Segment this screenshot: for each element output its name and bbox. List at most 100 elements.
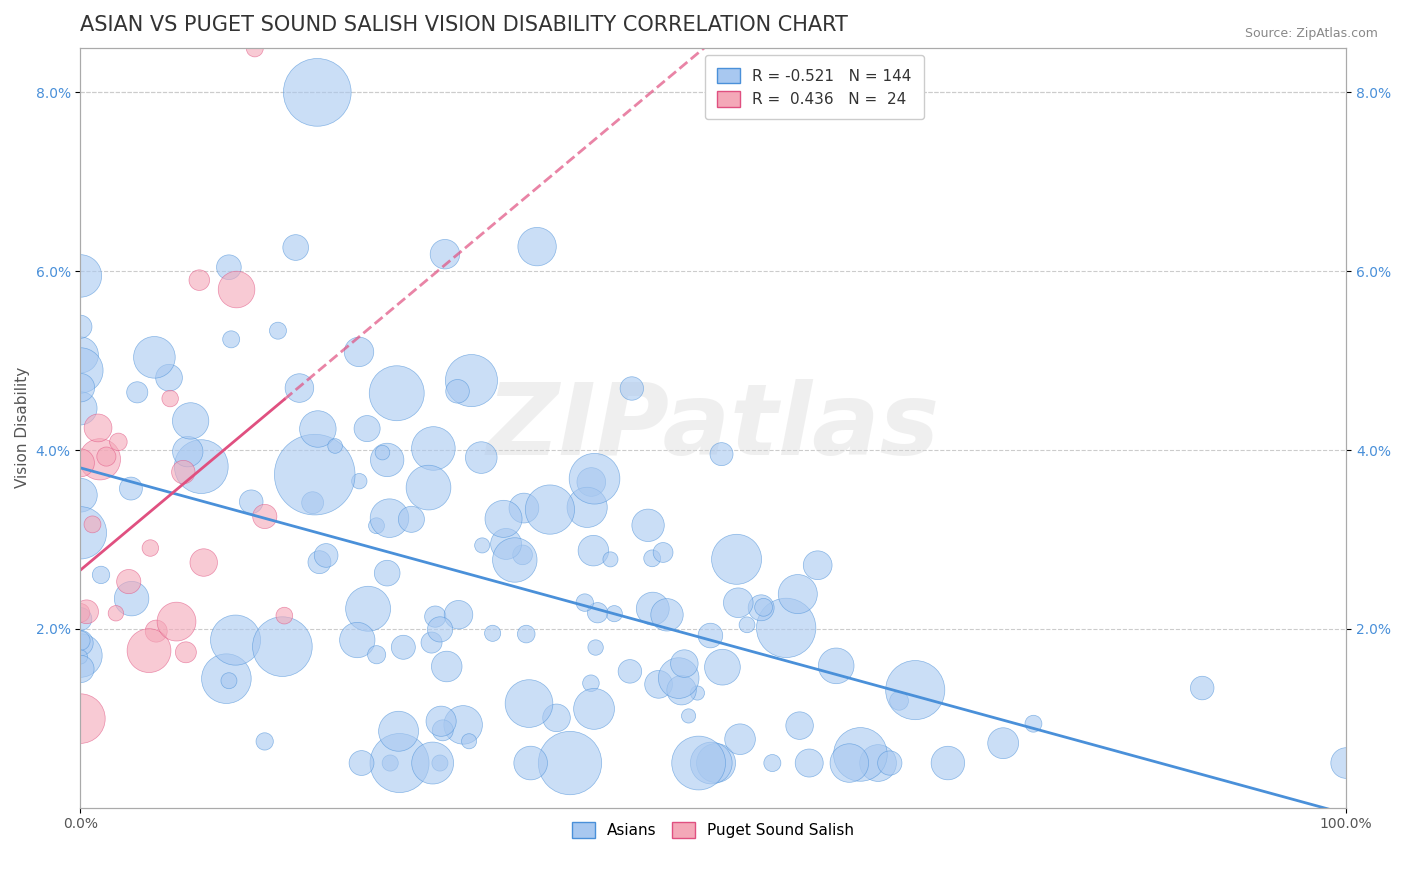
Text: ZIPatlas: ZIPatlas <box>486 379 939 476</box>
Point <box>69 319 91 334</box>
Point <box>789 718 811 732</box>
Point <box>512 548 534 562</box>
Text: Source: ZipAtlas.com: Source: ZipAtlas.com <box>1244 27 1378 40</box>
Point <box>366 518 388 533</box>
Point <box>641 601 664 615</box>
Point <box>447 607 470 622</box>
Point <box>366 648 388 662</box>
Point <box>69 633 91 648</box>
Point <box>1022 716 1045 731</box>
Point <box>517 697 540 711</box>
Point <box>69 401 91 416</box>
Point <box>166 615 188 629</box>
Point <box>503 553 526 567</box>
Point <box>253 734 276 748</box>
Point <box>177 444 200 458</box>
Point <box>215 672 238 686</box>
Point <box>429 623 451 637</box>
Point <box>323 439 346 453</box>
Point <box>190 459 212 474</box>
Point <box>174 645 197 659</box>
Point <box>583 702 606 716</box>
Point <box>538 502 561 516</box>
Point <box>807 558 830 573</box>
Point <box>699 628 721 642</box>
Point <box>471 538 494 552</box>
Legend: Asians, Puget Sound Salish: Asians, Puget Sound Salish <box>565 814 862 846</box>
Point <box>430 714 453 729</box>
Point <box>655 607 678 622</box>
Point <box>346 633 368 648</box>
Point <box>579 676 602 690</box>
Point <box>799 756 821 770</box>
Point <box>172 465 194 479</box>
Point <box>710 447 733 461</box>
Point <box>446 384 468 399</box>
Point <box>620 382 643 396</box>
Point <box>69 649 91 664</box>
Point <box>576 500 599 515</box>
Point <box>96 450 118 464</box>
Point <box>380 756 402 770</box>
Point <box>87 421 110 435</box>
Point <box>761 756 783 770</box>
Point <box>193 556 215 570</box>
Point <box>936 756 959 770</box>
Point <box>69 268 91 283</box>
Point <box>433 247 456 261</box>
Point <box>392 640 415 655</box>
Point <box>432 723 454 738</box>
Point <box>420 635 443 649</box>
Point <box>356 421 378 435</box>
Point <box>711 660 734 674</box>
Point <box>1191 681 1213 695</box>
Point <box>288 381 311 395</box>
Point <box>688 756 710 770</box>
Point <box>127 385 149 400</box>
Point <box>637 518 659 533</box>
Point <box>728 732 751 747</box>
Point <box>775 621 797 635</box>
Point <box>188 273 211 287</box>
Point <box>267 324 290 338</box>
Point <box>118 574 141 589</box>
Point <box>825 658 848 673</box>
Point <box>879 756 901 770</box>
Point <box>387 724 409 739</box>
Point <box>451 718 474 732</box>
Point <box>418 481 440 495</box>
Point <box>107 434 129 449</box>
Point <box>458 734 481 748</box>
Point <box>725 552 748 566</box>
Point <box>752 600 775 615</box>
Point <box>422 756 444 770</box>
Point <box>422 442 444 456</box>
Point <box>357 601 380 615</box>
Point <box>526 239 548 253</box>
Point <box>586 606 609 620</box>
Point <box>157 370 180 384</box>
Point <box>308 555 330 569</box>
Point <box>647 677 669 691</box>
Point <box>225 633 247 648</box>
Point <box>375 566 398 581</box>
Point <box>218 260 240 275</box>
Point <box>513 501 536 516</box>
Point <box>388 756 411 770</box>
Point <box>470 450 492 465</box>
Point <box>515 627 537 641</box>
Point <box>704 756 727 770</box>
Point <box>69 456 91 470</box>
Point <box>375 453 398 467</box>
Point <box>69 381 91 395</box>
Point <box>686 686 709 700</box>
Point <box>700 756 723 770</box>
Point <box>121 591 143 606</box>
Point <box>429 756 451 770</box>
Point <box>69 712 91 726</box>
Point <box>69 525 91 540</box>
Point <box>558 756 581 770</box>
Point <box>668 671 690 685</box>
Point <box>243 41 266 55</box>
Point <box>180 414 202 428</box>
